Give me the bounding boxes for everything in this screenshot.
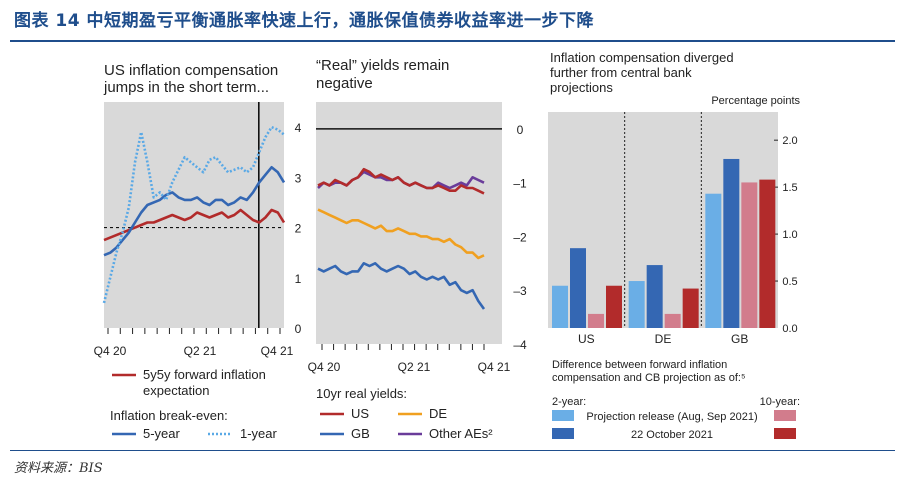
panel3-legend-row-projection: Projection release (Aug, Sep 2021): [586, 411, 757, 423]
panel3-y-tick: 2.0: [782, 135, 797, 147]
title-bar: 图表 14 中短期盈亏平衡通胀率快速上行，通胀保值债券收益率进一步下降: [0, 0, 905, 42]
panel3-bar-us-0: [552, 285, 568, 328]
panel1-x-tick-label: Q2 21: [184, 344, 217, 358]
panel3-bar-gb-1: [723, 158, 740, 328]
panel3-bar-de-0: [628, 281, 645, 328]
panel1-series-5-year: [103, 166, 286, 257]
panel3-title-line: further from central bank: [550, 65, 692, 80]
panel2-series-gb: [317, 261, 486, 310]
panel3-y-tick: 0.5: [782, 276, 797, 288]
panel3-bar-gb-2: [741, 182, 758, 328]
panel2-y-tick: 0: [517, 123, 524, 137]
panel3-legend-2year: 2-year:: [552, 396, 586, 408]
panel3-bar-us-1: [570, 248, 586, 328]
panel3-legend-swatch-2y-proj: [552, 410, 574, 421]
panel3-plot-area: [548, 112, 778, 328]
panel3-bar-us-3: [606, 285, 622, 328]
panel3-note-line: compensation and CB projection as of:⁵: [552, 372, 746, 384]
panel1-y-tick: 3: [295, 171, 302, 185]
panel3-y-tick: 1.0: [782, 229, 797, 241]
panel1-y-tick: 2: [295, 222, 302, 236]
panel1-y-tick: 1: [295, 272, 302, 286]
panel2-y-tick: –3: [513, 284, 527, 298]
panel2-x-tick-label: Q4 20: [308, 360, 341, 374]
panel1-title-line: jumps in the short term...: [103, 79, 269, 96]
panel2-series-us: [317, 167, 485, 195]
panel2-x-tick-label: Q4 21: [478, 360, 511, 374]
legend-5y5y-label: 5y5y forward inflation: [143, 367, 266, 382]
panel3-title-line: projections: [550, 80, 613, 95]
panel3-category-label: DE: [655, 332, 672, 346]
panel3-bar-gb-3: [759, 179, 776, 328]
panel3-bar-gb-0: [705, 193, 722, 328]
panel3-legend-swatch-10y-oct: [774, 428, 796, 439]
panel3-legend-10year: 10-year:: [760, 396, 800, 408]
panel2-x-tick-label: Q2 21: [398, 360, 431, 374]
panel2-y-tick: –1: [513, 177, 527, 191]
panel3-y-tick: 1.5: [782, 182, 797, 194]
panel2-legend-title: 10yr real yields:: [316, 386, 407, 401]
panel2-legend-label: DE: [429, 406, 447, 421]
panel3-legend-row-october: 22 October 2021: [631, 429, 713, 441]
panel3-title-line: Inflation compensation diverged: [550, 50, 734, 65]
legend-breakeven-title: Inflation break-even:: [110, 408, 228, 423]
panel3-legend-swatch-10y-proj: [774, 410, 796, 421]
panel3-y-tick: 0.0: [782, 323, 797, 335]
panel2-y-tick: –2: [513, 230, 527, 244]
panel3-category-label: US: [578, 332, 595, 346]
panel1-series-1-year: [102, 125, 285, 304]
legend-5year-label: 5-year: [143, 426, 181, 441]
panel2-title-line: negative: [316, 75, 373, 92]
figure-title: 图表 14 中短期盈亏平衡通胀率快速上行，通胀保值债券收益率进一步下降: [14, 11, 594, 31]
panel2-legend-label: Other AEs²: [429, 426, 493, 441]
panel3-bar-de-2: [664, 313, 681, 328]
source-note: 资料来源：BIS: [14, 461, 103, 476]
title-rule: [10, 40, 895, 42]
panel2-legend-label: GB: [351, 426, 370, 441]
panel2-title-line: “Real” yields remain: [316, 57, 449, 74]
legend-1year-label: 1-year: [240, 426, 278, 441]
legend-5y5y-label-cont: expectation: [143, 383, 210, 398]
panel3-bar-de-3: [682, 288, 699, 328]
panel3-category-label: GB: [731, 332, 748, 346]
panel2-y-tick: –4: [513, 338, 527, 352]
panel3-bar-us-2: [588, 313, 604, 328]
panel1-series-5y5y-forward-inflation-expectation: [103, 208, 286, 242]
panel1-title-line: US inflation compensation: [104, 62, 278, 79]
panel1-x-tick-label: Q4 20: [94, 344, 127, 358]
panel3-y-axis-label: Percentage points: [711, 95, 800, 107]
panel2-series-de: [317, 208, 485, 260]
panel3-bar-de-1: [646, 265, 663, 328]
panel1-x-tick-label: Q4 21: [261, 344, 294, 358]
panel3-legend-swatch-2y-oct: [552, 428, 574, 439]
panel1-y-tick: 4: [295, 121, 302, 135]
panel1-y-tick: 0: [295, 322, 302, 336]
panel3-note-line: Difference between forward inflation: [552, 359, 727, 371]
bottom-rule: [10, 450, 895, 451]
panel2-legend-label: US: [351, 406, 369, 421]
